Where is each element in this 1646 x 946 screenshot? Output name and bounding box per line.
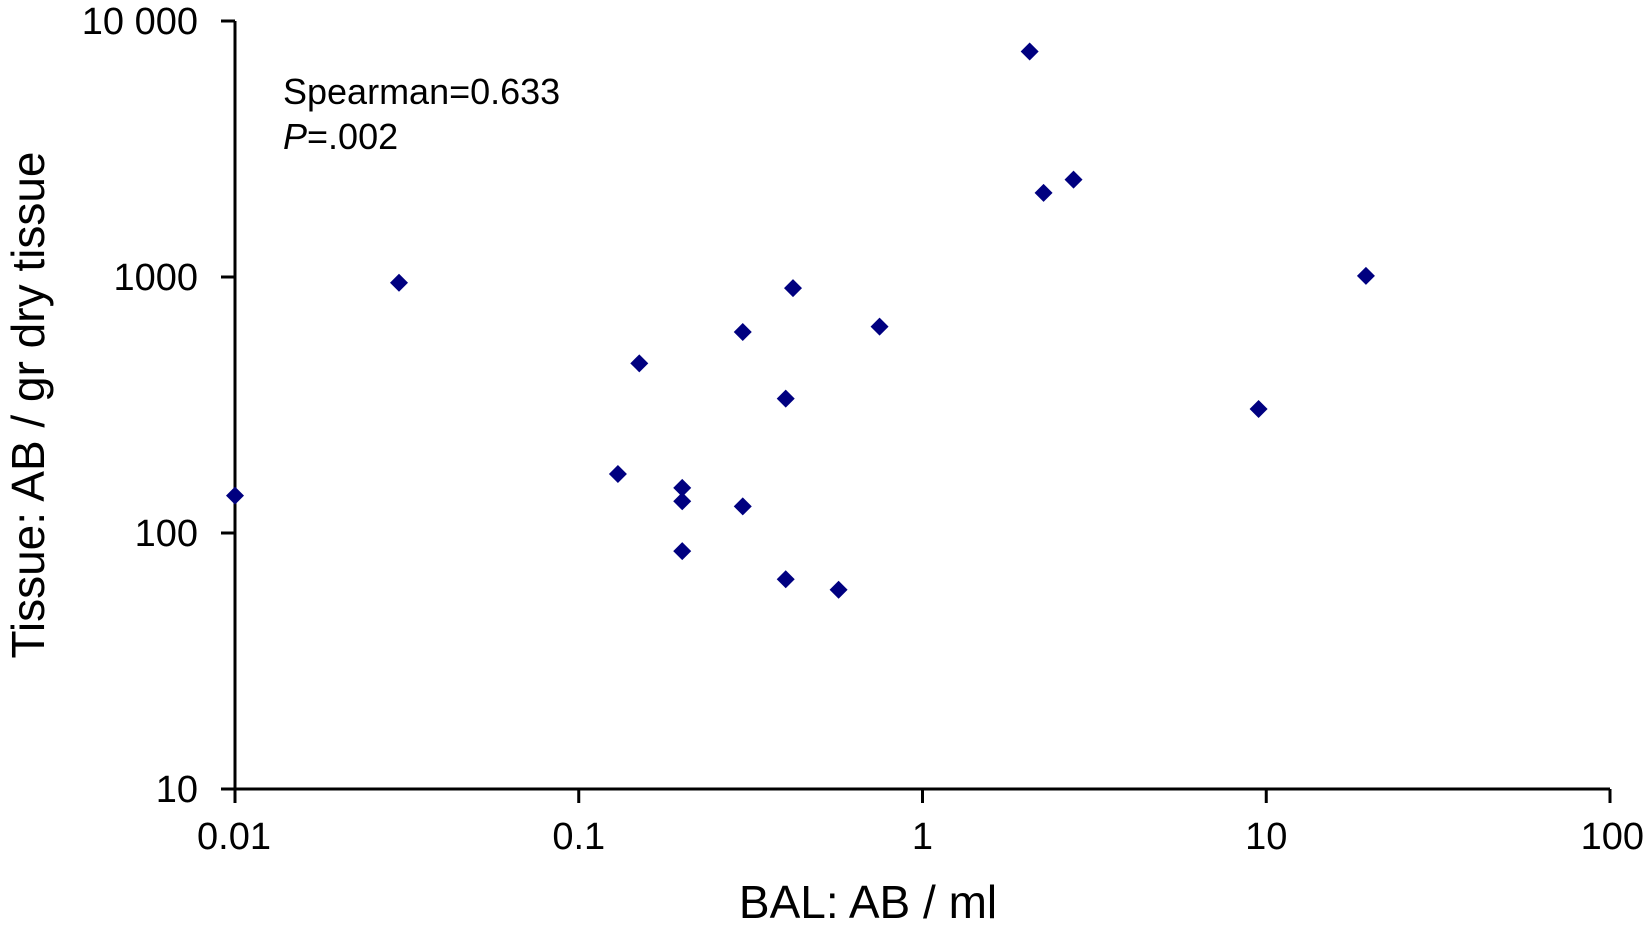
data-point xyxy=(226,486,244,505)
y-tick-label: 1000 xyxy=(113,257,198,299)
y-tick-label: 10 000 xyxy=(82,1,198,43)
data-point xyxy=(829,580,848,599)
data-point xyxy=(1034,183,1053,202)
p-value-annotation: P=.002 xyxy=(283,116,398,157)
x-tick-label: 0.1 xyxy=(552,816,605,858)
x-tick-label: 1 xyxy=(912,816,933,858)
data-point xyxy=(608,465,627,484)
p-value: =.002 xyxy=(307,116,398,157)
data-point xyxy=(1249,400,1268,419)
x-axis-ticks: 0.01 0.1 1 10 100 xyxy=(197,789,1644,858)
spearman-annotation: Spearman=0.633 xyxy=(283,71,560,112)
data-point xyxy=(673,542,692,561)
x-tick-label: 10 xyxy=(1245,816,1287,858)
y-axis-title: Tissue: AB / gr dry tissue xyxy=(2,151,54,658)
x-tick-label: 100 xyxy=(1581,816,1644,858)
y-tick-label: 10 xyxy=(156,769,198,811)
y-axis-ticks: 10 100 1000 10 000 xyxy=(82,1,235,811)
data-point xyxy=(776,389,795,408)
data-point xyxy=(1356,266,1375,285)
data-point xyxy=(673,492,692,511)
x-tick-label: 0.01 xyxy=(197,816,271,858)
data-point xyxy=(733,322,752,341)
data-point xyxy=(733,497,752,516)
data-point xyxy=(783,279,802,298)
data-point xyxy=(870,317,889,336)
data-point xyxy=(1020,42,1039,61)
data-point xyxy=(673,478,692,497)
p-label: P xyxy=(283,116,307,157)
y-tick-label: 100 xyxy=(135,513,198,555)
data-point xyxy=(390,273,409,292)
data-point xyxy=(776,570,795,589)
data-point xyxy=(630,354,649,373)
data-point xyxy=(1064,170,1083,189)
x-axis-title: BAL: AB / ml xyxy=(739,876,997,928)
data-points xyxy=(226,42,1375,599)
